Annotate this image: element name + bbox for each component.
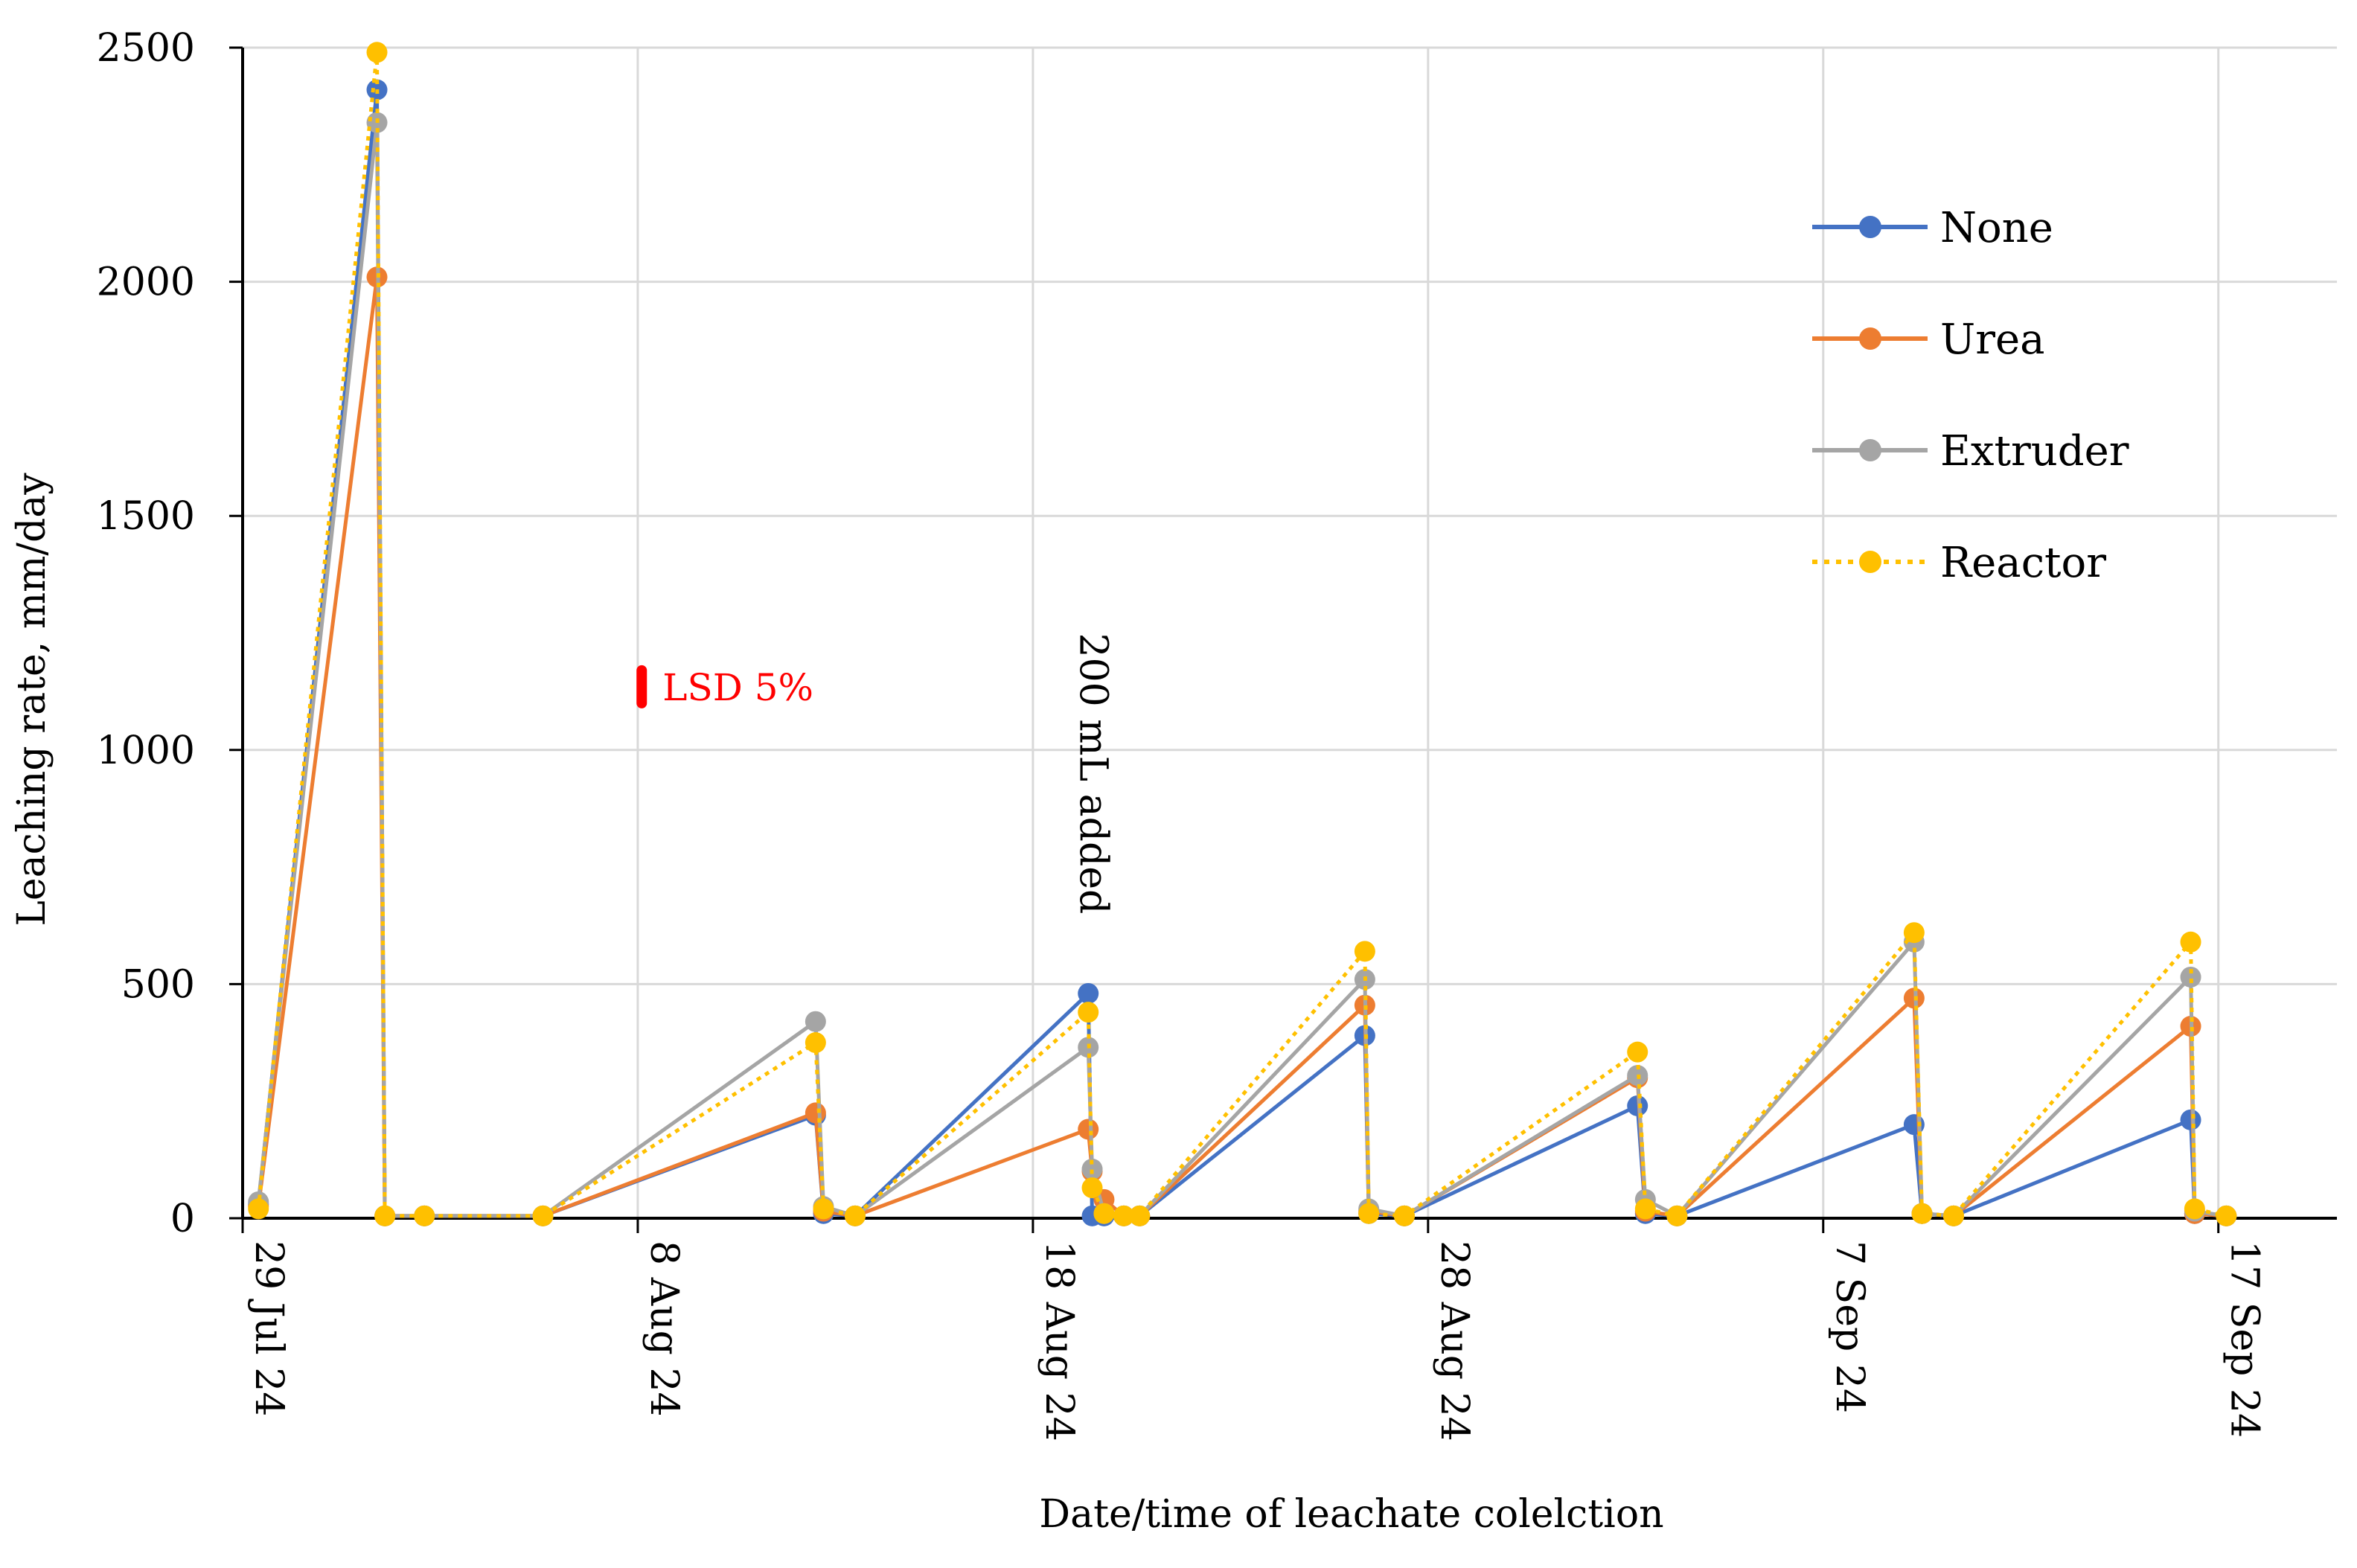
legend-item-urea: Urea — [1812, 316, 2045, 364]
y-tick-label: 1000 — [97, 729, 195, 773]
data-point — [414, 1205, 435, 1226]
data-point — [805, 1102, 826, 1124]
data-point — [1393, 1205, 1415, 1226]
data-point — [1627, 1041, 1648, 1063]
series-urea — [248, 266, 2237, 1226]
data-point — [374, 1205, 396, 1226]
series-lines — [248, 42, 2237, 1226]
data-point — [248, 1198, 269, 1220]
legend-label: Urea — [1940, 316, 2045, 364]
x-tick-label: 29 Jul 24 — [246, 1241, 291, 1416]
x-tick-label: 7 Sep 24 — [1827, 1241, 1872, 1413]
legend-marker — [1859, 327, 1881, 350]
data-point — [1078, 982, 1099, 1004]
x-tick-label: 17 Sep 24 — [2222, 1241, 2267, 1438]
annotations: LSD 5% 200 mL added — [636, 633, 1116, 915]
x-tick-label: 8 Aug 24 — [642, 1241, 686, 1417]
data-point — [1081, 1177, 1103, 1199]
data-point — [1129, 1205, 1151, 1226]
series-line-reactor — [256, 50, 2227, 1218]
legend-marker — [1859, 216, 1881, 238]
y-tick-label: 2500 — [97, 26, 195, 71]
data-point — [1911, 1203, 1933, 1224]
data-point — [805, 1032, 826, 1054]
legend-marker — [1859, 439, 1881, 461]
data-point — [1078, 1119, 1099, 1140]
legend-item-reactor: Reactor — [1812, 539, 2106, 587]
data-point — [813, 1198, 834, 1220]
series-none — [248, 79, 2237, 1226]
water-added-annotation: 200 mL added — [1071, 633, 1116, 915]
data-point — [2180, 1109, 2201, 1130]
data-point — [1358, 1203, 1380, 1224]
data-point — [1081, 1158, 1103, 1180]
data-point — [1354, 941, 1375, 962]
x-axis-title: Date/time of leachate colelction — [1039, 1492, 1663, 1537]
y-tick-label: 2000 — [97, 260, 195, 305]
data-point — [366, 42, 388, 63]
legend-label: Reactor — [1940, 539, 2106, 587]
data-point — [1093, 1203, 1115, 1224]
data-point — [1113, 1205, 1135, 1226]
legend-item-none: None — [1812, 204, 2053, 252]
data-point — [1903, 922, 1925, 944]
data-point — [1942, 1205, 1964, 1226]
data-point — [844, 1205, 866, 1226]
y-tick-label: 500 — [121, 962, 195, 1007]
series-extruder — [248, 112, 2237, 1226]
y-tick-label: 1500 — [97, 494, 195, 539]
x-tick-label: 18 Aug 24 — [1037, 1241, 1081, 1441]
legend: None Urea Extruder Reactor — [1812, 204, 2129, 587]
series-line-urea — [256, 275, 2227, 1218]
legend-label: Extruder — [1940, 427, 2129, 476]
lsd-label: LSD 5% — [662, 666, 813, 709]
data-point — [2180, 931, 2201, 953]
y-tick-label: 0 — [170, 1197, 195, 1241]
data-point — [2180, 966, 2201, 988]
x-tick-label: 28 Aug 24 — [1432, 1241, 1477, 1441]
data-point — [805, 1011, 826, 1032]
data-point — [2184, 1198, 2205, 1220]
y-axis-title: Leaching rate, mm/day — [10, 473, 54, 927]
series-line-extruder — [256, 121, 2227, 1218]
series-line-none — [256, 88, 2227, 1218]
legend-item-extruder: Extruder — [1812, 427, 2129, 476]
data-point — [1078, 1002, 1099, 1023]
data-point — [2216, 1205, 2237, 1226]
axes: 0 500 1000 1500 2000 2500 29 Jul 24 8 Aug 24 18 … — [97, 26, 2337, 1441]
legend-label: None — [1940, 204, 2053, 252]
legend-marker — [1859, 551, 1881, 573]
data-point — [1634, 1198, 1656, 1220]
data-point — [1666, 1205, 1688, 1226]
data-point — [532, 1205, 554, 1226]
series-reactor — [248, 42, 2237, 1226]
